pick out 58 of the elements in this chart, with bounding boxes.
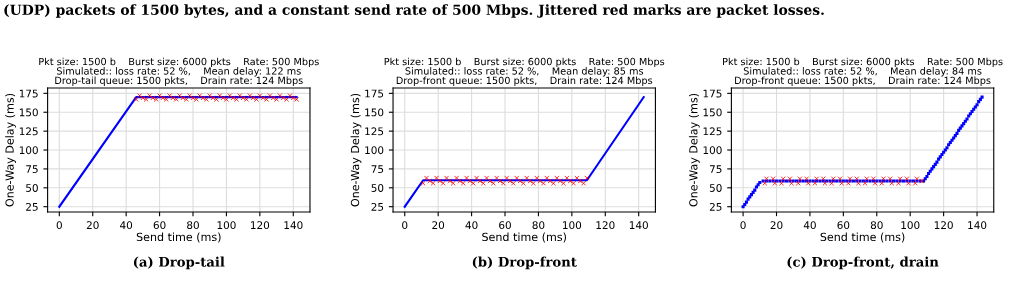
y-tick-label: 75 (709, 165, 722, 174)
x-tick-label: 60 (837, 221, 850, 230)
x-tick-label: 0 (740, 221, 746, 230)
y-tick-label: 50 (371, 184, 384, 192)
y-tick-label: 150 (703, 108, 722, 117)
text: (c) Drop-front, drain (787, 256, 939, 270)
x-tick-label: 140 (284, 221, 303, 230)
y-tick-label: 100 (19, 146, 38, 155)
y-tick-label: 175 (19, 89, 38, 98)
y-axis-title: One-Way Delay (ms) (350, 93, 362, 207)
y-tick-label: 25 (709, 202, 722, 211)
chart-title: Pkt size: 1500 b Burst size: 6000 pkts Rate: 500 Mbps Simulated:: loss rate: 52 %, Mean delay: 84 ms Drop-front queue: 1500 pkts, Drain rate: 124 Mbps (723, 57, 1003, 86)
text: (b) Drop-front (472, 256, 577, 270)
x-tick-label: 100 (901, 221, 920, 230)
y-axis-title: One-Way Delay (ms) (688, 93, 700, 207)
y-tick-label: 75 (371, 165, 384, 174)
y-tick-label: 125 (19, 127, 38, 136)
y-tick-label: 25 (26, 202, 38, 211)
x-tick-label: 80 (187, 221, 199, 230)
y-tick-label: 150 (19, 108, 38, 117)
x-tick-label: 140 (968, 221, 987, 230)
x-tick-label: 40 (803, 221, 816, 230)
x-tick-label: 60 (499, 221, 511, 230)
y-tick-label: 50 (26, 184, 38, 192)
x-tick-label: 60 (153, 221, 166, 230)
y-tick-label: 100 (365, 146, 384, 155)
x-tick-label: 20 (770, 221, 783, 230)
x-tick-label: 40 (465, 221, 478, 230)
x-tick-label: 120 (934, 221, 953, 230)
x-tick-label: 120 (596, 221, 615, 230)
y-tick-label: 25 (371, 202, 384, 211)
y-tick-label: 125 (703, 127, 722, 136)
y-tick-label: 175 (365, 89, 384, 98)
text: (a) Drop-tail (133, 256, 225, 270)
x-tick-label: 20 (86, 221, 99, 230)
x-tick-label: 0 (56, 221, 62, 230)
x-axis-title: Send time (ms) (482, 232, 566, 243)
y-axis-title: One-Way Delay (ms) (5, 93, 16, 207)
x-tick-label: 120 (251, 221, 270, 230)
y-tick-label: 75 (26, 165, 38, 174)
y-tick-label: 100 (703, 146, 722, 155)
x-tick-label: 80 (870, 221, 883, 230)
x-tick-label: 40 (120, 221, 133, 230)
x-tick-label: 80 (532, 221, 545, 230)
y-tick-label: 50 (709, 184, 722, 192)
text: (UDP) packets of 1500 bytes, and a constant send rate of 500 Mbps. Jittered red marks are packet losses. (4, 4, 824, 18)
x-axis-title: Send time (ms) (136, 232, 221, 243)
chart-title: Pkt size: 1500 b Burst size: 6000 pkts Rate: 500 Mbps Simulated:: loss rate: 52 %, Mean delay: 85 ms Drop-front queue: 1500 pkts, Drain rate: 124 Mbps (384, 57, 665, 86)
chart-title: Pkt size: 1500 b Burst size: 6000 pkts Rate: 500 Mbps Simulated:: loss rate: 52 %, Mean delay: 122 ms Drop-tail queue: 1500 pkts, Drain rate: 124 Mbps (39, 57, 319, 86)
x-tick-label: 100 (217, 221, 236, 230)
y-tick-label: 125 (365, 127, 384, 136)
x-tick-label: 140 (629, 221, 648, 230)
y-tick-label: 175 (703, 89, 722, 98)
x-tick-label: 20 (432, 221, 445, 230)
x-tick-label: 100 (563, 221, 582, 230)
y-tick-label: 150 (365, 108, 384, 117)
x-axis-title: Send time (ms) (820, 232, 905, 243)
x-tick-label: 0 (402, 221, 408, 230)
